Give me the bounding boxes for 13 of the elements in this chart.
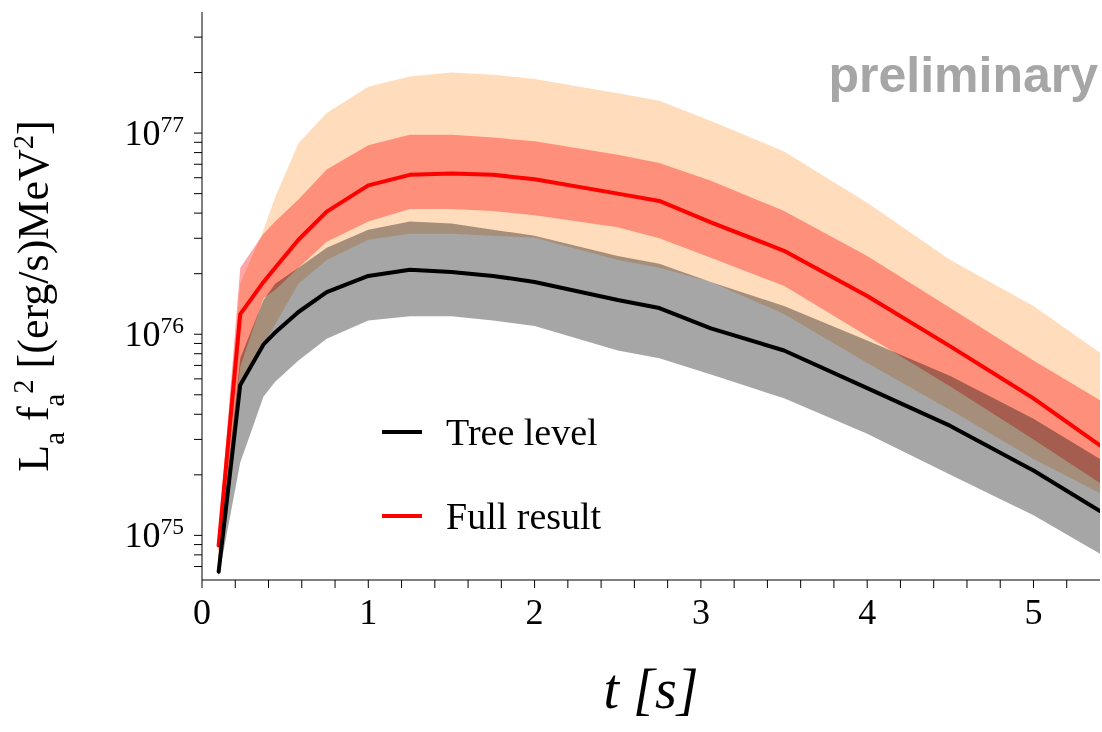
y-tick-label: 10$^{76}$ [124, 312, 184, 355]
y-tick-label: 10$^{75}$ [124, 513, 184, 556]
y-tick-label: 10$^{77}$ [124, 111, 185, 154]
x-tick-label: 5 [1024, 592, 1043, 632]
x-axis-title: t [s] [603, 658, 699, 720]
legend-label: Tree level [446, 410, 598, 454]
legend-label: Full result [446, 494, 602, 538]
x-tick-label: 3 [691, 592, 710, 632]
x-tick-label: 4 [858, 592, 877, 632]
x-tick-label: 0 [193, 592, 211, 632]
x-tick-label: 2 [525, 592, 544, 632]
x-tick-label: 1 [359, 592, 378, 632]
annotation: preliminary [828, 46, 1098, 104]
